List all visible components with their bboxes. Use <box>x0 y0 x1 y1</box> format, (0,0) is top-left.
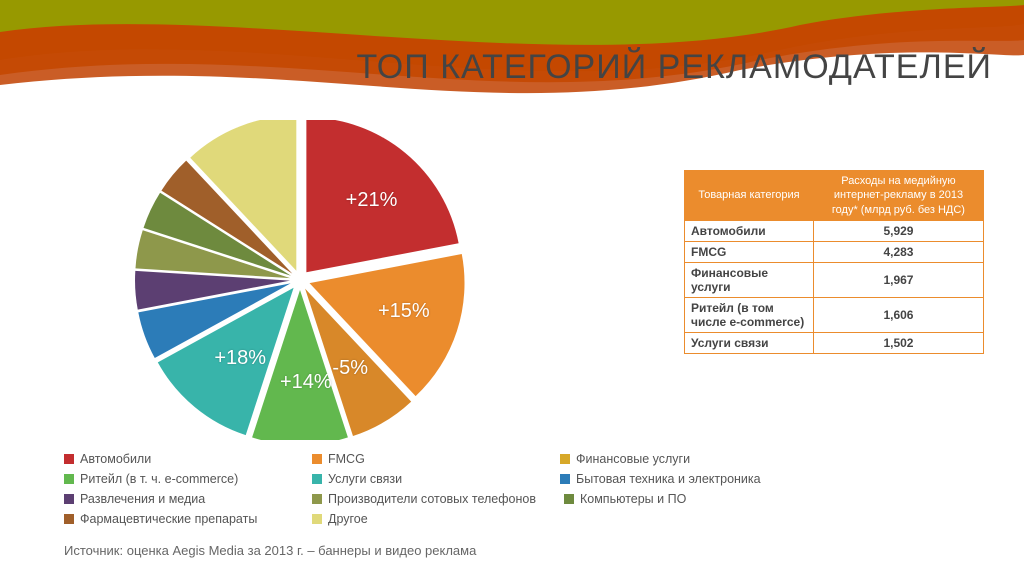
legend-label: Другое <box>328 512 368 526</box>
table-cell: 1,967 <box>813 262 983 297</box>
legend-item: Услуги связи <box>312 472 532 486</box>
legend-item: Фармацевтические препараты <box>64 512 284 526</box>
legend-swatch <box>64 474 74 484</box>
legend-item: Другое <box>312 512 532 526</box>
table-header-cell: Товарная категория <box>685 171 814 221</box>
legend-swatch <box>64 514 74 524</box>
pie-chart: +21% +15% -5%+14% +18% <box>120 120 480 420</box>
source-note: Источник: оценка Aegis Media за 2013 г. … <box>64 543 476 558</box>
legend-swatch <box>560 454 570 464</box>
legend-label: Услуги связи <box>328 472 402 486</box>
table-row: Финансовые услуги1,967 <box>685 262 984 297</box>
table-cell: 5,929 <box>813 220 983 241</box>
table-header-cell: Расходы на медийную интернет-рекламу в 2… <box>813 171 983 221</box>
table-cell: Автомобили <box>685 220 814 241</box>
legend-swatch <box>312 514 322 524</box>
pie-slice-label: +21% <box>346 189 398 212</box>
pie-slice-label: +14% <box>280 371 332 394</box>
legend-item: FMCG <box>312 452 532 466</box>
pie-slice-label: -5% <box>332 357 368 380</box>
legend-label: Развлечения и медиа <box>80 492 205 506</box>
table-cell: Услуги связи <box>685 332 814 353</box>
legend-item: Развлечения и медиа <box>64 492 284 506</box>
legend-label: Производители сотовых телефонов <box>328 492 536 506</box>
legend: Автомобили FMCG Финансовые услуги Ритейл (в… <box>64 452 976 526</box>
table-row: Автомобили5,929 <box>685 220 984 241</box>
legend-label: FMCG <box>328 452 365 466</box>
table-cell: 1,502 <box>813 332 983 353</box>
legend-item: Производители сотовых телефонов <box>312 492 536 506</box>
table-cell: Финансовые услуги <box>685 262 814 297</box>
table-cell: 4,283 <box>813 241 983 262</box>
legend-swatch <box>312 494 322 504</box>
table-row: Ритейл (в том числе e-commerce)1,606 <box>685 297 984 332</box>
legend-swatch <box>564 494 574 504</box>
legend-label: Ритейл (в т. ч. e-commerce) <box>80 472 238 486</box>
table-row: Услуги связи1,502 <box>685 332 984 353</box>
legend-item: Финансовые услуги <box>560 452 780 466</box>
pie-slice-label: +15% <box>378 300 430 323</box>
legend-label: Автомобили <box>80 452 151 466</box>
legend-label: Фармацевтические препараты <box>80 512 257 526</box>
legend-swatch <box>312 474 322 484</box>
legend-label: Финансовые услуги <box>576 452 690 466</box>
legend-label: Бытовая техника и электроника <box>576 472 761 486</box>
legend-item: Бытовая техника и электроника <box>560 472 780 486</box>
legend-label: Компьютеры и ПО <box>580 492 686 506</box>
page-title: ТОП КАТЕГОРИЙ РЕКЛАМОДАТЕЛЕЙ <box>357 48 992 87</box>
legend-item: Ритейл (в т. ч. e-commerce) <box>64 472 284 486</box>
table-row: FMCG4,283 <box>685 241 984 262</box>
legend-swatch <box>560 474 570 484</box>
legend-swatch <box>64 494 74 504</box>
table-cell: FMCG <box>685 241 814 262</box>
data-table: Товарная категорияРасходы на медийную ин… <box>684 170 984 354</box>
legend-swatch <box>312 454 322 464</box>
pie-slice-label: +18% <box>214 347 266 370</box>
table-cell: 1,606 <box>813 297 983 332</box>
legend-swatch <box>64 454 74 464</box>
legend-item: Автомобили <box>64 452 284 466</box>
legend-item: Компьютеры и ПО <box>564 492 784 506</box>
table-cell: Ритейл (в том числе e-commerce) <box>685 297 814 332</box>
